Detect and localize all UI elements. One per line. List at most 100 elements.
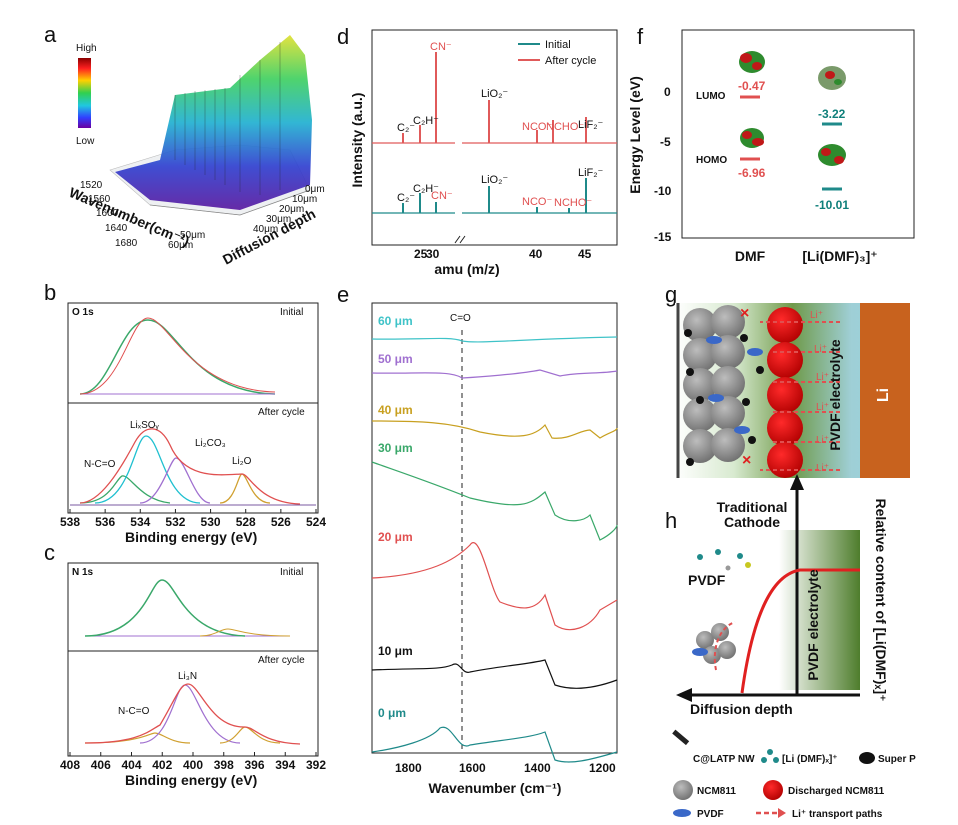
legend-item: Discharged NCM811 xyxy=(788,786,885,797)
d-label-nco: NCO⁻ xyxy=(522,196,552,208)
b-top-tag: Initial xyxy=(280,307,303,318)
e-trace-label: 0 μm xyxy=(378,706,406,720)
d-label-lio2: LiO₂⁻ xyxy=(481,88,508,100)
c-x-tick-label: 406 xyxy=(91,758,111,772)
panel-a-label: a xyxy=(44,22,57,47)
g-ion-label: Li⁺ xyxy=(816,402,829,413)
panel-b-xps: O 1s Initial After cycle N-C=O LiₓSOᵧ Li… xyxy=(60,302,326,545)
f-y-tick: 0 xyxy=(664,85,671,99)
g-ion-label: Li⁺ xyxy=(816,372,829,383)
f-category: DMF xyxy=(735,248,766,264)
super-p-particle xyxy=(684,329,692,337)
panel-f-energy: 0 -5 -10 -15 Energy Level (eV) LUMO HOMO… xyxy=(627,29,915,264)
d-label-ncho: NCHO⁻ xyxy=(554,197,592,209)
f-lumo-label: LUMO xyxy=(696,91,726,102)
b-x-tick-label: 526 xyxy=(271,515,291,529)
f-y-tick: -15 xyxy=(654,230,672,244)
f-ylabel: Energy Level (eV) xyxy=(627,76,643,194)
discharged-ncm811-particle xyxy=(767,307,803,343)
panel-f-label: f xyxy=(637,24,644,49)
d-legend-after: After cycle xyxy=(545,55,596,67)
b-x-tick-label: 538 xyxy=(60,515,80,529)
panel-g-label: g xyxy=(665,282,677,307)
g-ion-label: Li⁺ xyxy=(816,463,829,474)
a-wn-tick: 1600 xyxy=(96,208,119,219)
d-label-lif2: LiF₂⁻ xyxy=(578,119,604,131)
d-label-c2: C₂⁻ xyxy=(397,192,415,204)
h-ylabel: Relative content of [Li(DMF)ₓ]⁺ xyxy=(873,498,889,701)
d-label-c2h: C₂H⁻ xyxy=(413,115,439,127)
d-legend-initial: Initial xyxy=(545,39,571,51)
c-peak-label: N-C=O xyxy=(118,706,150,717)
c-top-title: N 1s xyxy=(72,567,94,578)
f-homo-label: HOMO xyxy=(696,155,727,166)
d-label-ncho: NCHO⁻ xyxy=(546,121,584,133)
f-category: [Li(DMF)₃]⁺ xyxy=(802,248,877,264)
b-x-tick-label: 528 xyxy=(236,515,256,529)
e-trace-label: 60 μm xyxy=(378,314,413,328)
b-peak-label: LiₓSOᵧ xyxy=(130,420,160,431)
panel-d-tofsims: CN⁻ C₂⁻ C₂H⁻ LiO₂⁻ NCO⁻ NCHO⁻ LiF₂⁻ C₂⁻ … xyxy=(349,29,618,277)
g-ion-label: Li⁺ xyxy=(810,310,823,321)
super-p-particle xyxy=(748,436,756,444)
e-x-tick: 1400 xyxy=(524,761,551,775)
e-xlabel: Wavenumber (cm⁻¹) xyxy=(429,780,562,796)
pvdf-binder xyxy=(708,394,724,402)
f-y-tick: -5 xyxy=(660,135,671,149)
c-x-tick-label: 408 xyxy=(60,758,80,772)
c-x-tick-label: 404 xyxy=(121,758,141,772)
colorbar-low-label: Low xyxy=(76,136,95,147)
e-x-tick: 1800 xyxy=(395,761,422,775)
d-label-c2h: C₂H⁻ xyxy=(413,183,439,195)
super-p-particle xyxy=(756,366,764,374)
b-peak-label: Li₂CO₃ xyxy=(195,438,226,449)
b-x-tick-label: 532 xyxy=(165,515,185,529)
e-x-tick: 1600 xyxy=(459,761,486,775)
blocked-cross-icon: × xyxy=(740,305,749,322)
panel-e-ftir: C=O 60 μm 50 μm 40 μm 30 μm 20 μm 10 μm … xyxy=(371,302,618,796)
c-x-tick-label: 394 xyxy=(275,758,295,772)
d-label-lif2: LiF₂⁻ xyxy=(578,167,604,179)
ncm811-particle xyxy=(711,396,745,430)
ncm811-particle xyxy=(711,305,745,339)
panel-d-label: d xyxy=(337,24,349,49)
h-xlabel: Diffusion depth xyxy=(690,701,793,717)
b-top-title: O 1s xyxy=(72,307,94,318)
e-trace-label: 30 μm xyxy=(378,441,413,455)
a-depth-tick: 30μm xyxy=(266,214,291,225)
panel-a-colorbar: High Low xyxy=(76,43,97,147)
discharged-ncm811-particle xyxy=(767,442,803,478)
f-y-tick: -10 xyxy=(654,184,672,198)
c-x-tick-label: 402 xyxy=(152,758,172,772)
b-bottom-tag: After cycle xyxy=(258,407,305,418)
c-x-tick-label: 396 xyxy=(244,758,264,772)
pvdf-binder xyxy=(706,336,722,344)
a-wn-tick: 1680 xyxy=(115,238,138,249)
legend-item: Li⁺ transport paths xyxy=(792,809,883,820)
ncm811-particle xyxy=(683,429,717,463)
c-bottom-tag: After cycle xyxy=(258,655,305,666)
c-x-tick-label: 392 xyxy=(306,758,326,772)
d-label-cn: CN⁻ xyxy=(430,41,452,53)
panel-c-xps: N 1s Initial After cycle N-C=O Li₃N 408 4… xyxy=(60,562,326,788)
super-p-particle xyxy=(740,334,748,342)
b-x-tick-label: 524 xyxy=(306,515,326,529)
e-x-tick: 1200 xyxy=(589,761,616,775)
a-depth-tick: 0μm xyxy=(305,184,325,195)
g-li-label: Li xyxy=(875,388,892,402)
g-electrolyte-label: PVDF electrolyte xyxy=(827,339,843,450)
g-ion-label: Li⁺ xyxy=(816,435,829,446)
g-ion-label: Li⁺ xyxy=(814,344,827,355)
h-particles xyxy=(692,549,751,671)
f-value: -3.22 xyxy=(818,107,846,121)
a-wn-tick: 1520 xyxy=(80,180,103,191)
panel-e-label: e xyxy=(337,282,349,307)
e-trace-label: 50 μm xyxy=(378,352,413,366)
legend-item: NCM811 xyxy=(697,786,736,797)
f-value: -6.96 xyxy=(738,166,766,180)
d-x-tick: 25 xyxy=(414,247,428,261)
c-peak-label: Li₃N xyxy=(178,671,197,682)
a-depth-tick: 20μm xyxy=(279,204,304,215)
d-x-tick: 30 xyxy=(426,247,440,261)
